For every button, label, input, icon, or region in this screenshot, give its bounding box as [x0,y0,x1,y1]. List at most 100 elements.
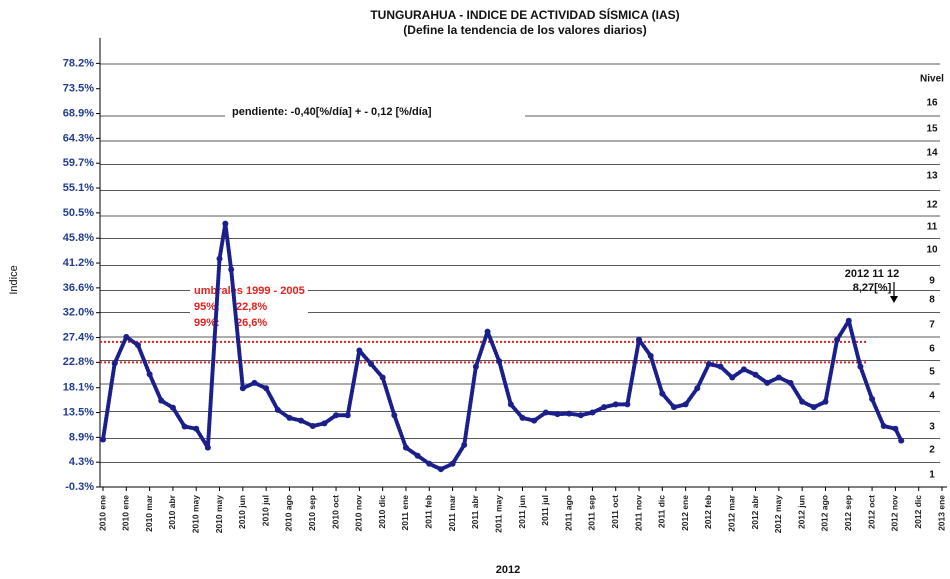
y-tick-label: 55.1% [63,182,94,194]
y-tick-label: 32.0% [63,307,94,319]
x-tick-label: 2010 ene [97,495,107,531]
data-point [869,396,876,403]
data-point [531,417,538,424]
level-label: 4 [929,391,935,402]
x-tick-label: 2010 oct [330,495,340,529]
x-tick-label: 2010 ago [284,495,294,531]
level-label: 5 [929,367,935,378]
data-point [857,363,864,370]
data-point [717,363,724,370]
x-tick-label: 2012 sep [843,495,853,531]
level-label: 14 [926,148,938,159]
x-tick-label: 2011 jun [517,495,527,529]
data-point [705,360,712,367]
threshold-value: 26,6% [236,317,267,329]
x-tick-label: 2011 dic [657,495,667,528]
x-tick-label: 2012 ago [820,495,830,531]
threshold-label: 95%: [194,301,220,313]
data-point [414,452,421,459]
data-point [158,397,165,404]
data-point [193,425,200,432]
data-point [286,414,293,421]
data-point [356,347,363,354]
data-point [274,406,281,413]
data-point [577,412,584,419]
data-point [333,412,340,419]
data-point [636,336,643,343]
slope-annotation: pendiente: -0,40[%/día] + - 0,12 [%/día] [232,106,432,118]
x-tick-label: 2011 oct [610,495,620,529]
x-tick-label: 2011 ago [563,495,573,531]
level-title: Nivel [920,74,944,85]
data-point [892,425,899,432]
x-tick-label: 2010 abr [167,494,177,529]
value-annotation: 8,27[%] [853,282,892,294]
x-tick-label: 2011 ene [400,495,410,531]
level-label: 11 [927,222,938,233]
data-point [309,423,316,430]
data-point [775,374,782,381]
level-label: 2 [929,445,935,456]
data-point [239,385,246,392]
data-point [251,379,258,386]
data-point [507,401,514,408]
x-tick-label: 2010 ene [121,495,131,531]
data-point [402,444,409,451]
data-point [181,423,188,430]
data-point [694,385,701,392]
x-tick-label: 2012 mar [727,494,737,532]
data-point [484,328,491,335]
x-tick-label: 2011 nov [633,495,643,531]
data-point [379,374,386,381]
level-label: 8 [929,295,935,306]
x-tick-label: 2012 dic [913,495,923,529]
data-point [100,436,106,443]
x-tick-label: 2011 abr [470,494,480,529]
x-tick-label: 2012 jun [796,495,806,529]
level-label: 12 [926,200,938,211]
data-point [787,379,794,386]
data-point [729,374,736,381]
x-tick-label: 2012 ene [680,495,690,531]
data-point [612,401,619,408]
data-point [368,360,375,367]
level-label: 10 [926,245,938,256]
data-point [263,385,270,392]
data-point [426,460,433,467]
data-point [670,404,677,411]
data-point [740,366,747,373]
x-tick-label: 2010 may [214,495,224,534]
threshold-box [190,283,308,329]
data-point [845,317,852,324]
x-tick-label: 2010 dic [377,495,387,529]
data-point [344,412,351,419]
threshold-label: 99%: [194,317,220,329]
chart-subtitle: (Define la tendencia de los valores diar… [403,23,646,37]
chart-title: TUNGURAHUA - INDICE DE ACTIVIDAD SÍSMICA… [370,7,679,22]
x-tick-label: 2010 jun [237,495,247,529]
y-tick-label: 36.6% [63,282,94,294]
x-tick-label: 2012 may [773,495,783,534]
level-label: 15 [926,124,938,135]
y-tick-label: 4.3% [69,456,94,468]
y-tick-label: 8.9% [69,431,94,443]
y-tick-label: 13.5% [63,406,94,418]
data-point [822,398,829,405]
level-label: 3 [929,422,935,433]
y-tick-label: 18.1% [63,382,94,394]
data-point [391,412,398,419]
arrow-head [890,296,898,303]
data-point [647,352,654,359]
data-point [321,420,328,427]
trace [101,223,904,472]
data-point [204,444,211,451]
data-point [752,371,759,378]
x-tick-label: 2010 jul [260,495,270,526]
data-point [601,404,608,411]
level-label: 7 [929,320,935,331]
y-tick-label: 78.2% [63,57,94,69]
x-tick-label: 2012 abr [750,494,760,529]
data-point [764,379,771,386]
data-point [461,441,468,448]
y-tick-label: 68.9% [63,107,94,119]
